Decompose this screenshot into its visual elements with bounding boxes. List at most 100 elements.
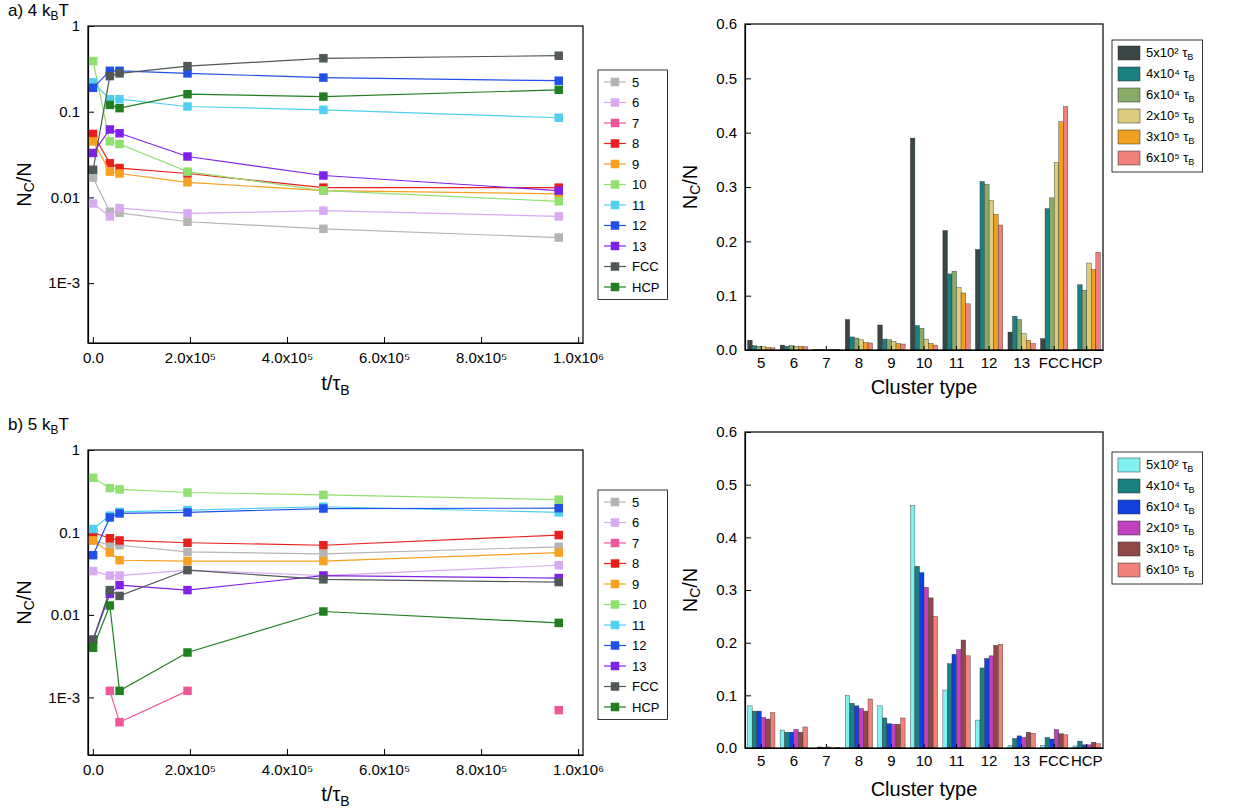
bar — [943, 690, 948, 748]
bar — [957, 650, 962, 748]
legend-swatch — [1118, 521, 1140, 535]
x-axis-line — [89, 755, 584, 756]
tick-mark — [1086, 346, 1087, 350]
bar — [1054, 730, 1059, 748]
tick-mark — [793, 346, 794, 350]
marker — [319, 92, 327, 100]
bar — [891, 724, 896, 748]
legend-swatch — [611, 600, 619, 608]
bar-chart: 5678910111213FCCHCP0.00.10.20.30.40.50.6… — [679, 15, 1203, 398]
legend-label: 3x10⁵ τB — [1146, 541, 1194, 558]
tick: 7 — [822, 744, 830, 769]
bar — [1091, 742, 1096, 748]
bar — [933, 345, 938, 350]
marker — [115, 592, 123, 600]
tick: 8.0x10⁵ — [456, 337, 507, 366]
subscript: C — [21, 600, 37, 610]
marker — [106, 687, 114, 695]
tick-label: 8 — [855, 752, 863, 769]
bar — [994, 214, 999, 350]
bar — [1008, 332, 1013, 350]
marker — [106, 101, 114, 109]
marker — [106, 548, 114, 556]
tick-label: 0.0 — [83, 349, 104, 366]
tick-label: FCC — [1039, 354, 1070, 371]
bar — [1041, 339, 1046, 350]
bar — [878, 325, 883, 350]
marker — [89, 474, 97, 482]
tick-mark — [1054, 744, 1055, 748]
marker — [89, 643, 97, 651]
panel-title: b) 5 kBT — [8, 415, 69, 437]
bar — [868, 343, 873, 350]
marker — [106, 212, 114, 220]
tick: 8.0x10⁵ — [456, 749, 507, 778]
bar — [789, 732, 794, 748]
marker — [183, 178, 191, 186]
marker — [183, 488, 191, 496]
x-axis-line — [89, 343, 584, 344]
marker — [89, 130, 97, 138]
legend: 5678910111213FCCHCP — [598, 70, 667, 300]
marker — [183, 102, 191, 110]
bar — [780, 345, 785, 350]
tick-label: 0.3 — [716, 581, 737, 598]
marker — [554, 233, 562, 241]
tick: HCP — [1071, 744, 1103, 769]
tick-mark — [989, 744, 990, 748]
series-line — [93, 606, 559, 691]
tick-mark — [745, 350, 751, 351]
tick: 0.1 — [59, 103, 94, 120]
tick: HCP — [1071, 346, 1103, 371]
tick-mark — [1086, 744, 1087, 748]
bar — [901, 344, 906, 350]
tick-mark — [745, 133, 751, 134]
marker — [183, 548, 191, 556]
text-run: /N — [13, 580, 35, 600]
bar — [915, 566, 920, 748]
bar — [845, 695, 850, 748]
tick-label: 0.1 — [716, 687, 737, 704]
marker — [89, 173, 97, 181]
legend-label: 2x10⁵ τB — [1146, 520, 1194, 537]
marker — [106, 137, 114, 145]
marker — [183, 508, 191, 516]
panel-title: a) 4 kBT — [8, 1, 69, 23]
tick: 0.0 — [716, 739, 751, 756]
legend-label: HCP — [632, 280, 659, 295]
legend-swatch — [611, 201, 619, 209]
series-line — [93, 203, 559, 216]
bar — [850, 337, 855, 350]
marker — [319, 504, 327, 512]
tick-label: 0.2 — [716, 634, 737, 651]
y-axis-title: NC/N — [679, 568, 703, 613]
legend-swatch — [611, 703, 619, 711]
tick-label: HCP — [1071, 752, 1103, 769]
tick-mark — [924, 744, 925, 748]
x-axis-line — [746, 350, 1104, 351]
marker — [183, 62, 191, 70]
bar — [1045, 737, 1050, 748]
marker — [554, 531, 562, 539]
plot-frame — [88, 26, 583, 343]
tick-label: 11 — [949, 752, 965, 769]
subscript: B — [340, 793, 349, 809]
legend-label: 6 — [632, 95, 639, 110]
subscript: C — [687, 588, 703, 598]
marker — [319, 541, 327, 549]
marker — [89, 567, 97, 575]
tick-mark — [1021, 346, 1022, 350]
tick: 12 — [981, 744, 998, 769]
bar — [1096, 252, 1101, 350]
bar — [1017, 320, 1022, 350]
bar — [1063, 735, 1068, 748]
tick-label: HCP — [1071, 354, 1103, 371]
marker — [554, 197, 562, 205]
series-line — [93, 56, 559, 170]
text-run: T — [58, 415, 68, 434]
tick-label: 1 — [72, 17, 80, 34]
tick: 0.01 — [51, 606, 94, 623]
legend-label: 6x10⁵ τB — [1146, 150, 1194, 167]
subscript: B — [1189, 94, 1195, 104]
tick: 9 — [887, 744, 895, 769]
